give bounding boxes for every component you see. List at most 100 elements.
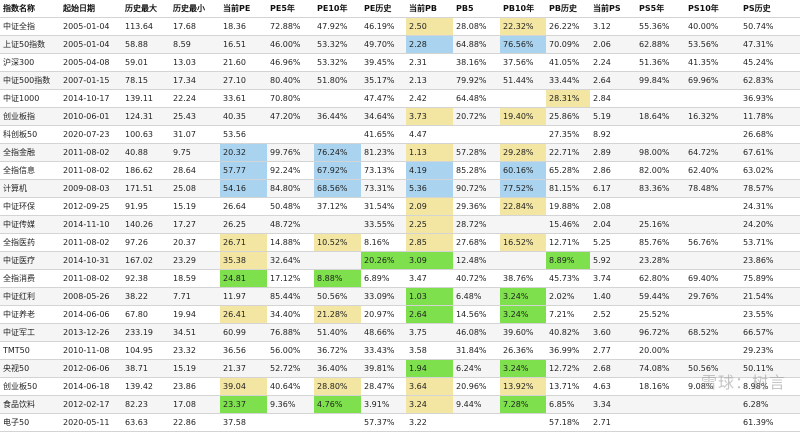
table-cell: 78.15	[122, 71, 170, 90]
table-cell: 39.04	[220, 377, 267, 396]
table-cell	[500, 215, 546, 234]
table-row: 中证军工 2013-12-26 233.19 34.51 60.99 76.88% 51.4…	[0, 323, 800, 342]
table-cell: 46.08%	[453, 323, 500, 342]
table-cell: 26.22%	[546, 17, 590, 36]
table-cell: 17.12%	[267, 269, 314, 288]
table-cell: 100.63	[122, 125, 170, 144]
table-cell: 2014-10-17	[60, 89, 122, 108]
table-row: 中证500指数 2007-01-15 78.15 17.34 27.10 80.40% 51…	[0, 71, 800, 90]
table-cell: 12.48%	[453, 251, 500, 270]
table-cell: 2.64	[590, 71, 636, 90]
table-cell: 47.31%	[740, 35, 800, 54]
table-cell	[314, 89, 361, 108]
table-cell: 14.56%	[453, 305, 500, 324]
table-cell: 2014-11-10	[60, 215, 122, 234]
table-cell: 50.11%	[740, 359, 800, 378]
table-cell: 11.78%	[740, 107, 800, 126]
table-cell: 28.72%	[453, 215, 500, 234]
table-cell: 中证养老	[0, 305, 60, 324]
table-row: 电子50 2020-05-11 63.63 22.86 37.58 57.37% 3.22 5…	[0, 413, 800, 432]
table-cell: 21.28%	[314, 305, 361, 324]
table-cell: 16.52%	[500, 233, 546, 252]
table-cell: 6.24%	[453, 359, 500, 378]
table-cell: 3.58	[406, 341, 453, 360]
table-cell: 53.56	[220, 125, 267, 144]
table-cell: 57.77	[220, 161, 267, 180]
table-cell: 29.36%	[453, 197, 500, 216]
table-cell: 创业板50	[0, 377, 60, 396]
table-cell: 39.45%	[361, 53, 406, 72]
table-cell: 36.56	[220, 341, 267, 360]
table-cell: 9.36%	[267, 395, 314, 414]
table-cell: 41.35%	[685, 53, 740, 72]
table-cell: 40.82%	[546, 323, 590, 342]
table-cell	[636, 125, 685, 144]
table-cell: 31.54%	[361, 197, 406, 216]
table-row: 科创板50 2020-07-23 100.63 31.07 53.56 41.65% 4.4…	[0, 125, 800, 144]
table-cell: 2.50	[406, 17, 453, 36]
table-cell: 2014-06-18	[60, 377, 122, 396]
table-cell: 70.80%	[267, 89, 314, 108]
table-cell: 27.10	[220, 71, 267, 90]
column-header: 当前PS	[590, 0, 636, 18]
table-cell: 8.89%	[546, 251, 590, 270]
table-row: 中证全指 2005-01-04 113.64 17.68 18.36 72.88% 47.9…	[0, 17, 800, 36]
table-cell: 84.80%	[267, 179, 314, 198]
table-cell: 2.42	[406, 89, 453, 108]
table-cell: 26.25	[220, 215, 267, 234]
table-cell: 4.76%	[314, 395, 361, 414]
table-cell: 6.85%	[546, 395, 590, 414]
table-cell: 3.22	[406, 413, 453, 432]
table-cell: 51.36%	[636, 53, 685, 72]
table-cell: 46.00%	[267, 35, 314, 54]
table-cell: TMT50	[0, 341, 60, 360]
table-cell: 中证传媒	[0, 215, 60, 234]
table-cell: 76.56%	[500, 35, 546, 54]
table-cell: 62.40%	[685, 161, 740, 180]
table-cell: 46.96%	[267, 53, 314, 72]
table-row: 央视50 2012-06-06 38.71 15.19 21.37 52.72% 36.40…	[0, 359, 800, 378]
table-cell: 48.66%	[361, 323, 406, 342]
table-cell: 53.32%	[314, 53, 361, 72]
table-cell: 3.09	[406, 251, 453, 270]
table-cell: 全指金融	[0, 143, 60, 162]
table-row: 计算机 2009-08-03 171.51 25.08 54.16 84.80% 68.56…	[0, 179, 800, 198]
table-cell	[314, 413, 361, 432]
column-header: PB历史	[546, 0, 590, 18]
column-header: PS10年	[685, 0, 740, 18]
table-cell: 27.35%	[546, 125, 590, 144]
table-cell	[636, 395, 685, 414]
table-cell: 36.93%	[740, 89, 800, 108]
table-cell: 23.86	[170, 377, 220, 396]
table-cell: 2009-08-03	[60, 179, 122, 198]
table-cell: 113.64	[122, 17, 170, 36]
table-cell: 2.89	[590, 143, 636, 162]
table-cell: 2.84	[590, 89, 636, 108]
table-cell: 81.23%	[361, 143, 406, 162]
table-row: 中证传媒 2014-11-10 140.26 17.27 26.25 48.72% 33.5…	[0, 215, 800, 234]
table-cell: 50.74%	[740, 17, 800, 36]
table-row: 全指消费 2011-08-02 92.38 18.59 24.81 17.12% 8.88%…	[0, 269, 800, 288]
table-cell: 56.00%	[267, 341, 314, 360]
table-cell: 53.32%	[314, 35, 361, 54]
table-cell: 74.08%	[636, 359, 685, 378]
table-cell	[314, 125, 361, 144]
table-cell: 31.07	[170, 125, 220, 144]
table-cell: 60.16%	[500, 161, 546, 180]
table-cell: 66.57%	[740, 323, 800, 342]
table-cell: 21.54%	[740, 287, 800, 306]
table-cell: 3.74	[590, 269, 636, 288]
table-cell: 81.15%	[546, 179, 590, 198]
table-cell: 63.02%	[740, 161, 800, 180]
table-cell: 40.72%	[453, 269, 500, 288]
table-cell: 3.64	[406, 377, 453, 396]
column-header: 历史最小	[170, 0, 220, 18]
table-cell: 47.20%	[267, 107, 314, 126]
table-cell: 2.64	[406, 305, 453, 324]
table-cell: 47.47%	[361, 89, 406, 108]
table-cell: 1.03	[406, 287, 453, 306]
table-cell: 104.95	[122, 341, 170, 360]
table-cell: 全指医药	[0, 233, 60, 252]
table-cell: 2020-05-11	[60, 413, 122, 432]
table-cell: 40.64%	[267, 377, 314, 396]
